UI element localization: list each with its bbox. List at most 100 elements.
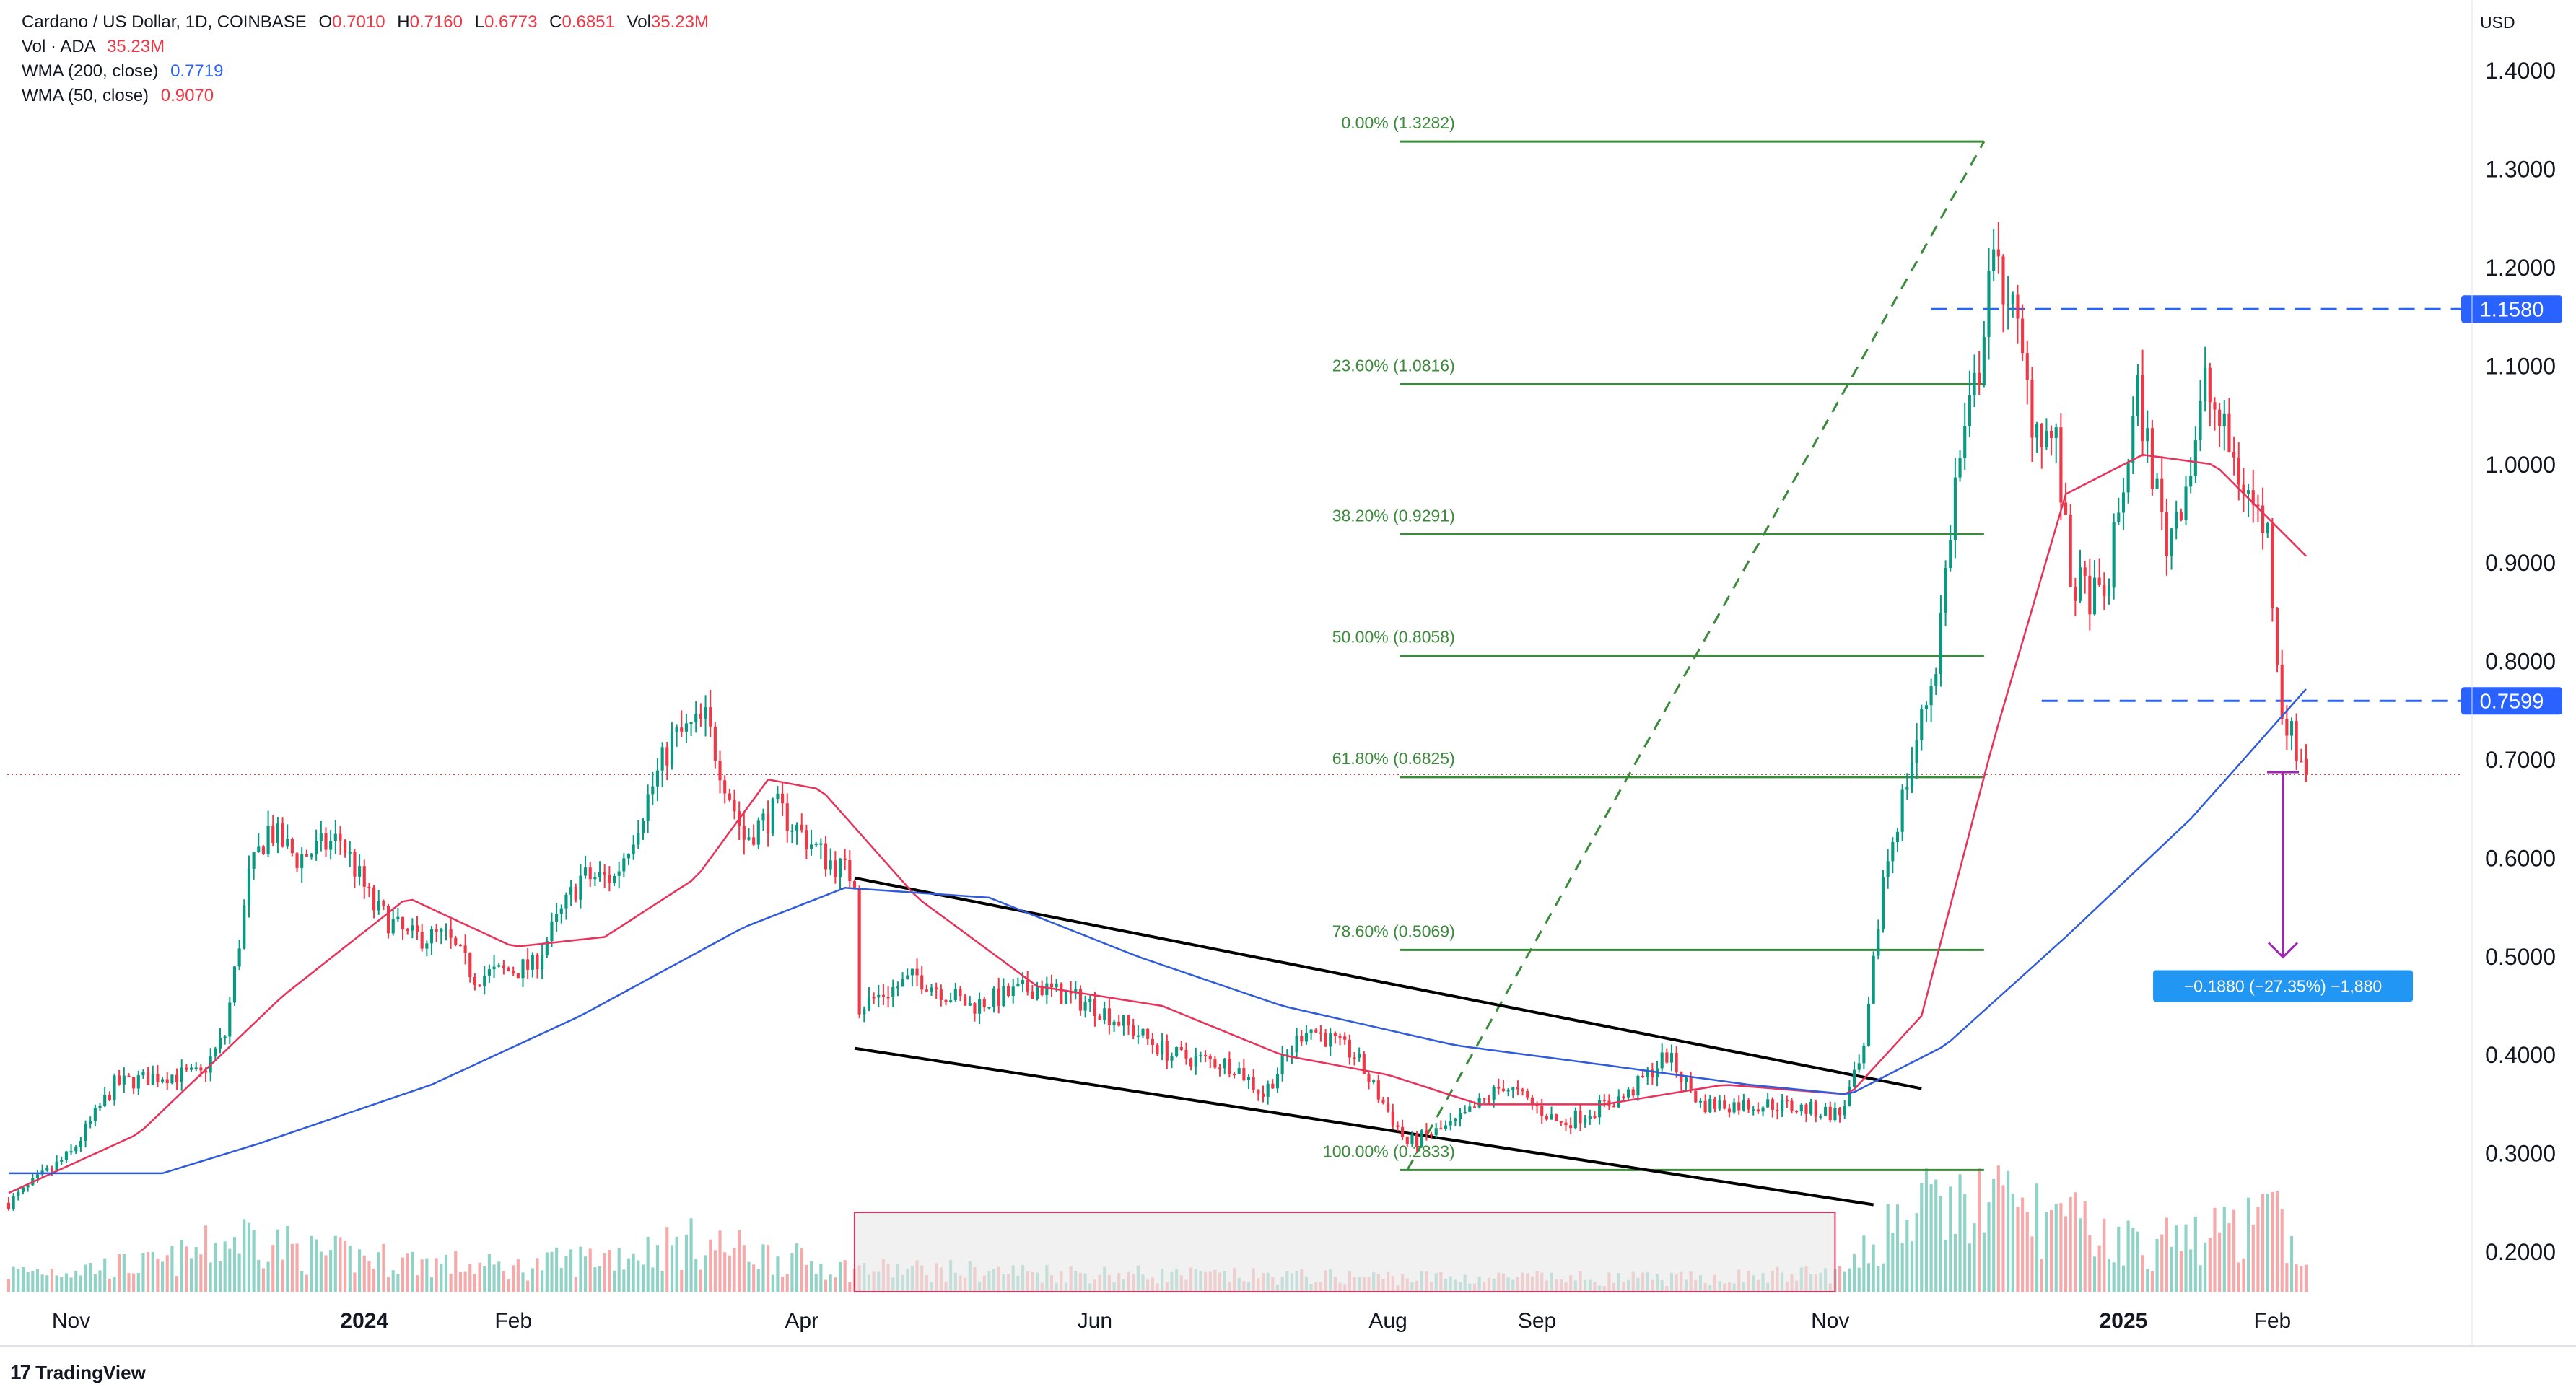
- fib-trend-line[interactable]: [1406, 141, 1986, 1171]
- volume-bar: [31, 1271, 35, 1292]
- volume-bar: [300, 1271, 304, 1292]
- candle-body: [1021, 979, 1025, 984]
- candle-body: [2275, 607, 2279, 665]
- candle-body: [1449, 1121, 1452, 1126]
- candle-body: [2300, 761, 2303, 763]
- volume-bar: [2227, 1223, 2231, 1292]
- volume-bar: [2165, 1217, 2168, 1292]
- channel-lower-line[interactable]: [854, 1046, 1874, 1207]
- candle-body: [2184, 486, 2188, 520]
- volume-bar: [2059, 1203, 2063, 1292]
- candle-body: [651, 786, 655, 795]
- candle-body: [2150, 428, 2154, 489]
- candle-body: [1261, 1093, 1265, 1097]
- candle-body: [406, 929, 409, 932]
- candle-body: [420, 932, 424, 949]
- candle-body: [429, 929, 434, 944]
- candle-body: [2289, 721, 2294, 736]
- volume-bar: [339, 1237, 342, 1292]
- legend-volume-row[interactable]: Vol · ADA 35.23M: [22, 35, 709, 59]
- volume-bar: [497, 1261, 501, 1292]
- legend-wma200-row[interactable]: WMA (200, close) 0.7719: [22, 59, 709, 84]
- volume-bar: [1978, 1168, 1981, 1292]
- y-tick-label: 0.7000: [2485, 747, 2556, 773]
- candle-body: [118, 1075, 121, 1085]
- candle-body: [175, 1074, 179, 1082]
- candle-body: [17, 1191, 20, 1196]
- candle-body: [867, 997, 871, 1010]
- candle-body: [223, 1036, 227, 1038]
- drawing-lines-layer: [7, 307, 2461, 1207]
- candle-body: [483, 975, 486, 986]
- candle-body: [1713, 1098, 1717, 1109]
- volume-bar: [329, 1250, 333, 1292]
- candle-body: [2141, 375, 2144, 442]
- volume-highlight-box: [853, 1212, 1836, 1292]
- candle-body: [1497, 1087, 1501, 1089]
- volume-bar: [127, 1273, 131, 1292]
- candle-body: [170, 1074, 174, 1084]
- candle-body: [809, 844, 813, 849]
- candle-body: [1353, 1057, 1356, 1059]
- candle-body: [2218, 409, 2222, 426]
- candle-body: [689, 722, 693, 725]
- candle-body: [2304, 758, 2308, 775]
- volume-bar: [348, 1245, 352, 1292]
- candle-body: [2069, 514, 2072, 587]
- volume-bar: [353, 1272, 357, 1292]
- candle-body: [353, 852, 357, 877]
- volume-bar: [1900, 1243, 1904, 1292]
- tradingview-logo[interactable]: 17 TradingView: [10, 1361, 146, 1384]
- candle-body: [1660, 1052, 1664, 1069]
- x-tick-label: 2024: [340, 1309, 388, 1333]
- legend-wma50-row[interactable]: WMA (50, close) 0.9070: [22, 84, 709, 108]
- candle-body: [1083, 1002, 1087, 1011]
- currency-label[interactable]: USD: [2480, 13, 2515, 32]
- candle-body: [1319, 1032, 1322, 1034]
- volume-bar: [738, 1230, 741, 1292]
- candle-body: [435, 929, 438, 932]
- candle-body: [593, 877, 597, 880]
- volume-bar: [247, 1222, 251, 1292]
- fib-level-label: 38.20% (0.9291): [1332, 506, 1455, 525]
- candle-body: [1165, 1041, 1169, 1061]
- fibonacci-layer: 0.00% (1.3282) 23.60% (1.0816) 38.20% (0.9…: [1323, 113, 1986, 1171]
- candle-body: [1978, 372, 1981, 385]
- symbol-title[interactable]: Cardano / US Dollar, 1D, COINBASE: [22, 12, 307, 32]
- candle-body: [901, 979, 904, 987]
- volume-bar: [819, 1263, 823, 1292]
- volume-bar: [2011, 1194, 2014, 1292]
- candle-body: [2092, 577, 2097, 615]
- candle-body: [1564, 1122, 1568, 1126]
- volume-bar: [386, 1277, 390, 1292]
- x-tick-label: Nov: [1811, 1309, 1849, 1333]
- candle-body: [122, 1075, 126, 1085]
- volume-bar: [588, 1248, 592, 1292]
- candle-body: [939, 989, 943, 1000]
- high-value: 0.7160: [409, 12, 463, 32]
- candle-body: [1737, 1102, 1741, 1111]
- volume-bar: [584, 1256, 588, 1292]
- fib-level-label: 23.60% (1.0816): [1332, 356, 1455, 375]
- candle-body: [84, 1124, 87, 1141]
- candle-body: [26, 1185, 30, 1188]
- candle-body: [1242, 1068, 1246, 1080]
- volume-bar: [507, 1279, 510, 1292]
- candle-body: [1809, 1101, 1813, 1114]
- volume-bar: [598, 1266, 602, 1292]
- volume-bar: [1838, 1266, 1842, 1292]
- candle-body: [21, 1187, 25, 1192]
- volume-bar: [641, 1264, 645, 1292]
- candle-body: [694, 713, 698, 723]
- volume-bar: [622, 1269, 626, 1292]
- candle-body: [1646, 1069, 1649, 1077]
- measure-arrow-icon: [2267, 942, 2299, 959]
- y-tick-label: 0.3000: [2485, 1141, 2556, 1167]
- candle-body: [641, 820, 645, 833]
- candle-body: [2088, 575, 2092, 615]
- candle-body: [1170, 1056, 1174, 1061]
- chart-legend: Cardano / US Dollar, 1D, COINBASE O0.701…: [22, 10, 709, 108]
- candle-body: [819, 843, 823, 845]
- channel-upper-line[interactable]: [854, 876, 1922, 1090]
